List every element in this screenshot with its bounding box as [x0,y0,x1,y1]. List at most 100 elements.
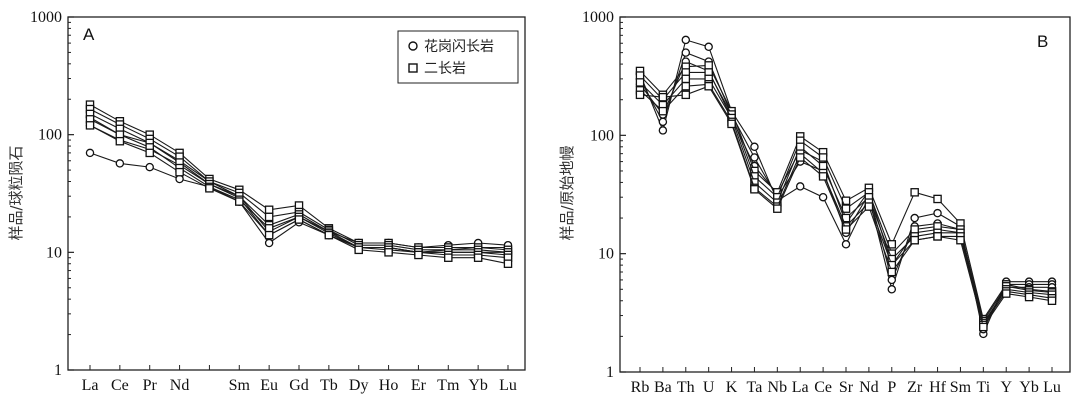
chart-plot-b: 1 10 100 1000 Rb Ba Th U K Ta Nb La Ce Sr Nd P Zr Hf Sm Ti Y… [582,9,1061,396]
x-tick-label: P [887,379,896,396]
series-line-1 [639,39,1052,336]
data-point-square [264,230,274,240]
y-tick-label: 1000 [30,9,62,26]
data-point-circle [841,240,851,249]
x-tick-label: La [82,377,99,394]
x-tick-label: Ce [111,377,129,394]
data-point-square [354,245,363,255]
data-point-square [658,92,668,102]
data-point-square [635,78,645,87]
panel-b-frame [619,16,1071,373]
y-tick-label: 1 [606,364,614,381]
data-point-square [727,119,736,129]
data-point-square [795,153,805,162]
data-point-square [264,212,274,222]
data-point-square [473,253,483,262]
x-tick-label: Lu [499,377,517,394]
data-point-circle [115,159,125,168]
x-tick-label: Ti [977,379,991,396]
data-point-square [85,121,95,130]
data-point-square [324,230,334,240]
data-point-square [773,204,782,213]
data-point-circle [264,238,274,248]
data-point-circle [681,35,691,45]
panel-a-legend: 花岗闪长岩 二长岩 [397,30,519,84]
x-tick-label: U [703,379,715,396]
panel-a: A 样品/球粒陨石 [7,16,526,371]
data-point-square [681,74,691,84]
legend-circle-marker [408,41,418,51]
x-tick-label: Nb [768,379,788,396]
legend-square-marker [408,63,418,73]
x-tick-label: Tb [320,377,338,394]
data-point-square [175,167,184,177]
series-line-2 [639,51,1052,331]
data-point-square [750,185,759,194]
data-point-square [979,322,988,332]
data-point-square [658,106,668,116]
data-point-square [1047,296,1057,306]
data-point-square [444,253,453,262]
y-tick-label: 100 [38,127,62,144]
data-point-square [887,267,897,277]
x-tick-label: Eu [260,377,278,394]
x-tick-label: Dy [349,377,369,394]
data-point-square [933,194,942,204]
x-tick-label: Tm [437,377,460,394]
chart-plot-a: 1 10 100 1000 La Ce Pr Nd Sm Eu Gd Tb Dy Ho Er Tm Yb Lu [30,9,517,394]
data-point-circle [887,285,897,294]
x-tick-label: Ba [654,379,672,396]
data-point-circle [933,208,942,218]
data-point-circle [704,42,713,52]
panel-a-ylabel: 样品/球粒陨石 [7,145,25,240]
data-point-square [294,215,304,224]
legend-frame [397,30,519,84]
x-tick-label: Y [1000,379,1012,396]
data-point-square [115,136,125,146]
data-point-square [635,71,645,80]
data-point-circle [818,192,828,202]
x-tick-label: Sr [839,379,854,396]
data-point-square [503,259,513,268]
data-point-square [1001,289,1011,298]
data-point-square [795,142,805,152]
panel-a-frame [67,16,526,371]
x-tick-label: Ta [747,379,763,396]
data-point-square [864,202,874,211]
x-tick-label: Rb [631,379,650,396]
x-tick-label: La [792,379,809,396]
y-tick-label: 1000 [582,9,614,26]
data-point-circle [750,142,759,152]
data-point-square [1024,292,1034,302]
data-point-circle [681,48,691,57]
x-tick-label: Sm [229,377,251,394]
data-point-circle [658,126,668,135]
data-point-square [145,148,154,158]
data-point-square [264,224,274,233]
data-point-square [704,81,713,91]
x-tick-label: Yb [468,377,488,394]
data-point-circle [658,117,668,127]
y-tick-label: 10 [598,246,614,263]
data-point-square [910,225,919,234]
data-point-circle [887,275,897,285]
data-point-circle [910,213,919,223]
x-tick-label: Th [677,379,695,396]
series-line-4 [89,104,509,251]
legend-entry-square: 二长岩 [424,61,466,77]
data-point-square [818,161,828,171]
data-point-circle [85,148,95,158]
data-point-circle [795,182,805,191]
data-point-square [818,172,828,181]
panel-b-ylabel: 样品/原始地幔 [558,145,576,240]
data-point-square [818,153,828,162]
data-point-square [414,250,423,260]
x-tick-label: Zr [907,379,923,396]
x-tick-label: Yb [1019,379,1039,396]
x-tick-label: Nd [170,377,190,394]
x-tick-label: Lu [1043,379,1061,396]
x-tick-label: Gd [289,377,309,394]
series-line-3 [639,60,1052,327]
x-tick-label: Sm [950,379,972,396]
data-point-square [235,197,244,206]
